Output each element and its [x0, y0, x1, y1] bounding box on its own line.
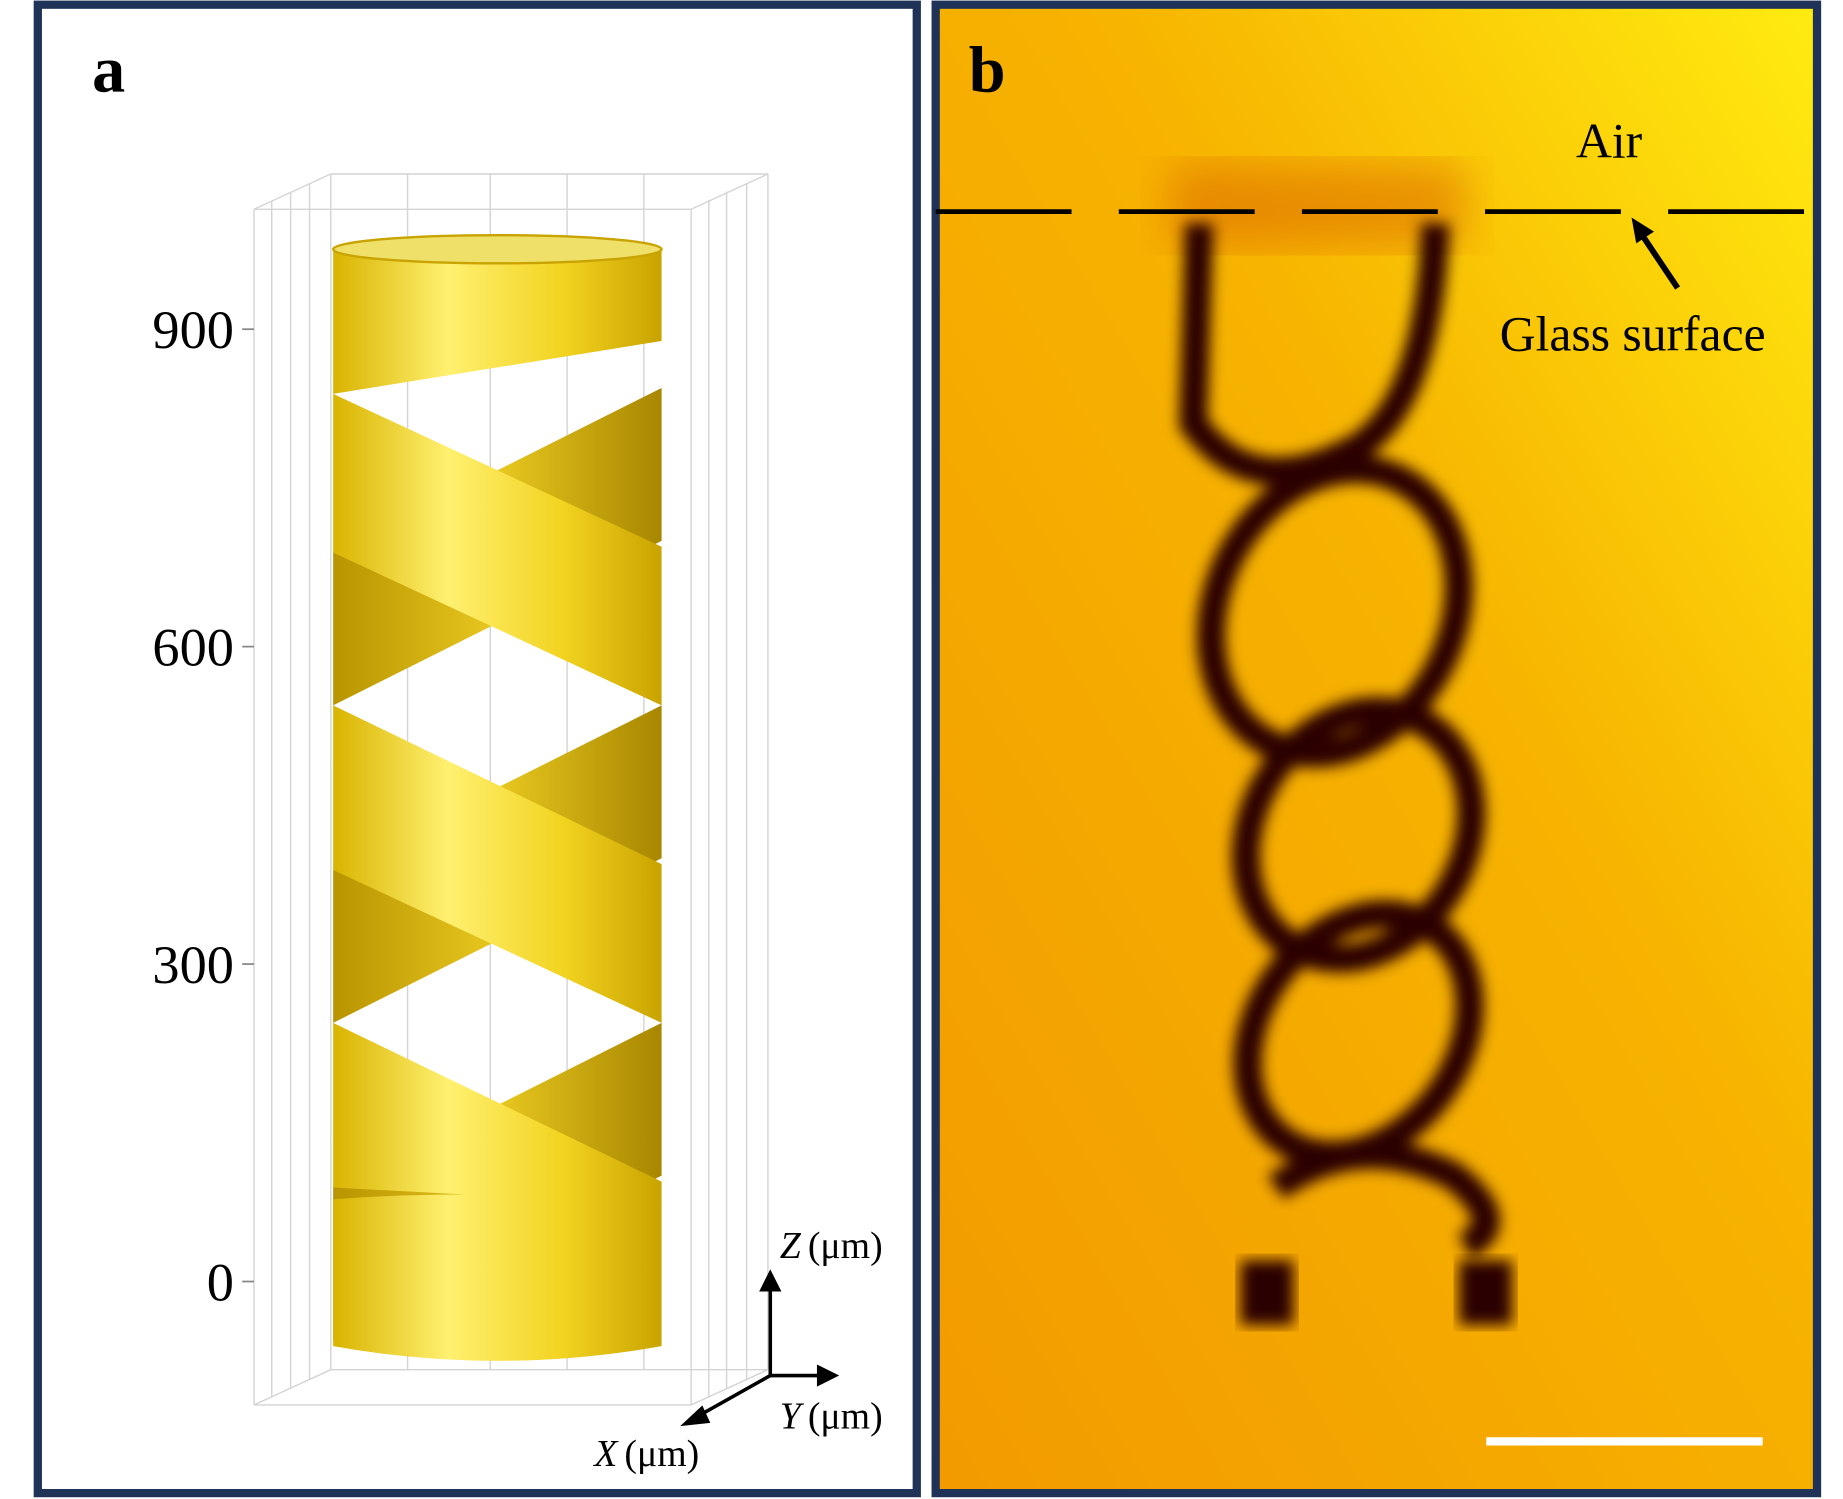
annotation: Air: [1576, 114, 1643, 169]
axis-letter: X: [592, 1433, 619, 1475]
axis-label: X (μm): [592, 1433, 699, 1475]
z-tick-label: 900: [152, 300, 234, 360]
axis-letter: Y: [780, 1396, 805, 1438]
axis-label: Y (μm): [780, 1396, 883, 1438]
arrow: [1639, 233, 1681, 290]
z-tick-label: 300: [152, 935, 234, 995]
axis-unit: (μm): [624, 1433, 699, 1475]
axis-unit: (μm): [808, 1225, 883, 1267]
arrow-head: [1631, 217, 1654, 244]
printed-helix: [1178, 222, 1501, 1259]
z-axis: 900 600 300 0: [152, 300, 255, 1312]
axis-unit: (μm): [808, 1396, 883, 1438]
panel-label: a: [92, 34, 125, 107]
bounding-box: [253, 173, 769, 1406]
axes-triad: [680, 1269, 840, 1427]
axis-label: Z (μm): [780, 1225, 883, 1267]
panel-b: b Air Glass surface: [931, 0, 1822, 1498]
z-tick-label: 600: [152, 618, 234, 678]
annotation: Glass surface: [1500, 306, 1766, 361]
panel-label: b: [969, 34, 1006, 107]
axis-letter: Z: [780, 1225, 802, 1267]
z-tick-label: 0: [207, 1252, 234, 1312]
helix-model: [331, 233, 663, 1361]
panel-a: a 900 600 300 0: [33, 0, 921, 1498]
